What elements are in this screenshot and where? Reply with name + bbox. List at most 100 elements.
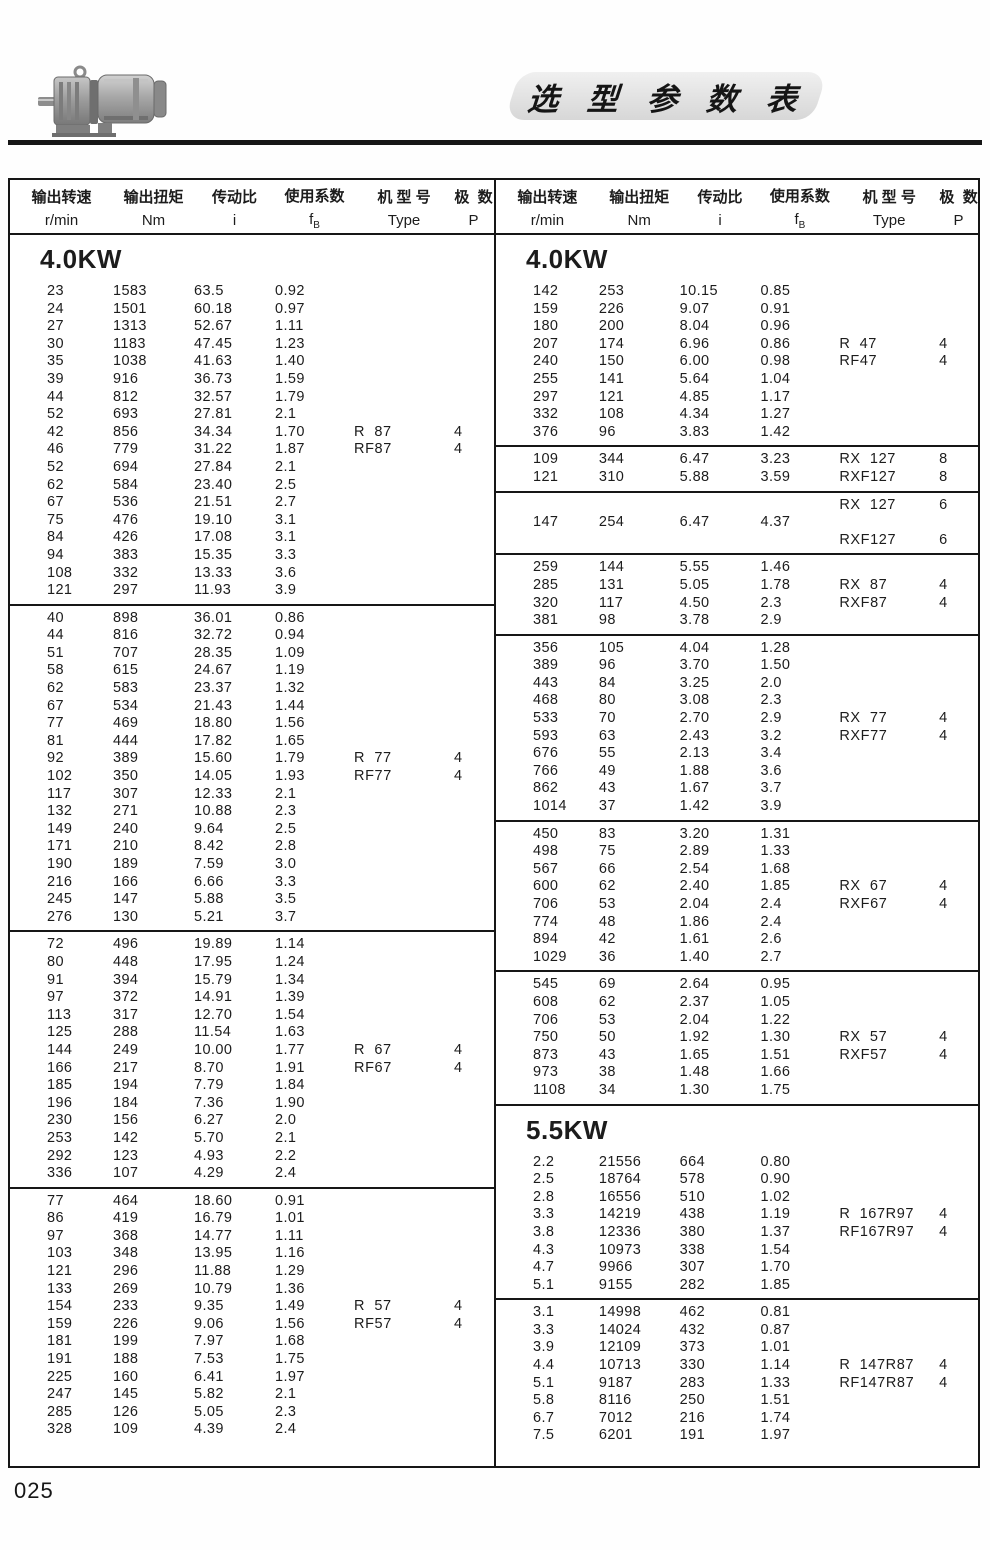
cell-torque: 584 bbox=[113, 476, 139, 493]
cell-service-factor: 1.27 bbox=[760, 406, 791, 423]
cell-ratio: 2.89 bbox=[679, 843, 710, 860]
cell-type bbox=[354, 1263, 454, 1281]
cell-type bbox=[354, 582, 454, 600]
cell-service-factor: 1.33 bbox=[760, 843, 791, 860]
cell-rpm: 77 bbox=[47, 1192, 64, 1209]
cell-torque: 444 bbox=[113, 732, 139, 749]
table-row: 92 389 15.60 1.79 R 77 4 bbox=[10, 750, 494, 768]
table-row: 72 496 19.89 1.14 bbox=[10, 936, 494, 954]
cell-type bbox=[354, 891, 454, 909]
cell-poles: 4 bbox=[939, 727, 948, 744]
cell-torque: 109 bbox=[113, 1421, 139, 1438]
cell-torque: 199 bbox=[113, 1333, 139, 1350]
cell-type bbox=[839, 1304, 939, 1322]
cell-poles: 4 bbox=[454, 1059, 463, 1076]
cell-poles bbox=[454, 698, 493, 716]
cell-ratio: 4.04 bbox=[679, 639, 710, 656]
cell-rpm bbox=[496, 532, 599, 550]
cell-type bbox=[354, 301, 454, 319]
table-block: 450 83 3.20 1.31 498 75 2.89 1.33 567 66 2.54 1.68 6… bbox=[496, 819, 978, 971]
cell-ratio: 283 bbox=[679, 1374, 706, 1391]
cell-poles bbox=[939, 1304, 978, 1322]
cell-rpm: 159 bbox=[533, 300, 559, 317]
cell-torque: 37 bbox=[598, 798, 616, 815]
cell-type bbox=[839, 1189, 939, 1207]
cell-poles bbox=[454, 715, 493, 733]
cell-poles bbox=[939, 514, 978, 532]
cell-type bbox=[354, 1024, 454, 1042]
cell-rpm: 216 bbox=[47, 873, 73, 890]
cell-torque: 226 bbox=[113, 1315, 139, 1332]
cell-rpm: 72 bbox=[47, 936, 64, 953]
cell-service-factor: 1.63 bbox=[275, 1024, 305, 1041]
cell-service-factor: 1.14 bbox=[760, 1357, 791, 1374]
cell-type bbox=[354, 1148, 454, 1166]
cell-torque: 166 bbox=[113, 873, 139, 890]
cell-type bbox=[839, 976, 939, 994]
cell-type: R 47 bbox=[839, 335, 877, 352]
cell-torque: 269 bbox=[113, 1280, 139, 1297]
selection-parameter-table: 输出转速 r/min 输出扭矩 Nm 传动比 i 使用系数 fB 机 型 号 Type 极 数 P 4.… bbox=[8, 178, 980, 1468]
cell-type bbox=[354, 1077, 454, 1095]
cell-torque: 496 bbox=[113, 936, 139, 953]
cell-type bbox=[354, 680, 454, 698]
cell-torque: 98 bbox=[598, 612, 616, 629]
cell-type: RX 87 bbox=[839, 576, 888, 593]
cell-ratio: 47.45 bbox=[194, 335, 233, 352]
cell-type bbox=[839, 780, 939, 798]
table-row: 5.1 9187 283 1.33 RF147R87 4 bbox=[496, 1375, 978, 1393]
table-row: 51 707 28.35 1.09 bbox=[10, 645, 494, 663]
cell-ratio: 15.60 bbox=[194, 750, 233, 767]
cell-ratio: 2.13 bbox=[679, 745, 710, 762]
cell-rpm: 75 bbox=[47, 511, 64, 528]
header-unit: P bbox=[468, 212, 479, 229]
cell-type: R 77 bbox=[354, 750, 392, 767]
cell-rpm: 80 bbox=[47, 953, 64, 970]
cell-ratio: 21.43 bbox=[194, 697, 233, 714]
cell-poles: 8 bbox=[939, 451, 948, 468]
cell-ratio: 13.33 bbox=[194, 564, 233, 581]
table-row: 44 812 32.57 1.79 bbox=[10, 389, 494, 407]
cell-ratio: 3.25 bbox=[679, 674, 710, 691]
cell-poles bbox=[454, 459, 493, 477]
cell-poles: 4 bbox=[939, 335, 948, 352]
cell-torque: 96 bbox=[598, 423, 616, 440]
cell-service-factor: 1.90 bbox=[275, 1094, 305, 1111]
cell-type bbox=[354, 786, 454, 804]
cell-poles bbox=[454, 1369, 493, 1387]
cell-rpm: 147 bbox=[533, 514, 559, 531]
cell-service-factor: 1.17 bbox=[760, 388, 791, 405]
cell-service-factor: 2.5 bbox=[275, 476, 297, 493]
cell-torque: 10713 bbox=[598, 1357, 642, 1374]
cell-torque: 344 bbox=[598, 451, 625, 468]
cell-poles bbox=[939, 640, 978, 658]
cell-type bbox=[354, 1404, 454, 1422]
cell-type: RXF57 bbox=[839, 1046, 888, 1063]
table-row: RX 127 6 bbox=[496, 497, 978, 515]
cell-torque: 271 bbox=[113, 803, 139, 820]
cell-torque: 123 bbox=[113, 1147, 139, 1164]
cell-ratio: 216 bbox=[679, 1409, 706, 1426]
table-row: 97 368 14.77 1.11 bbox=[10, 1228, 494, 1246]
table-row: 873 43 1.65 1.51 RXF57 4 bbox=[496, 1047, 978, 1065]
cell-service-factor: 1.75 bbox=[275, 1351, 305, 1368]
cell-service-factor: 3.5 bbox=[275, 891, 297, 908]
cell-poles bbox=[454, 786, 493, 804]
cell-type bbox=[354, 371, 454, 389]
table-row: 142 253 10.15 0.85 bbox=[496, 283, 978, 301]
cell-torque: 536 bbox=[113, 494, 139, 511]
cell-type bbox=[839, 514, 939, 532]
cell-ratio: 373 bbox=[679, 1339, 706, 1356]
cell-torque: 9966 bbox=[598, 1259, 633, 1276]
cell-rpm: 1029 bbox=[533, 948, 567, 965]
cell-torque: 174 bbox=[598, 335, 625, 352]
cell-rpm: 285 bbox=[47, 1403, 73, 1420]
cell-poles: 4 bbox=[939, 1223, 948, 1240]
header-col-torque: 输出扭矩 Nm bbox=[599, 180, 680, 233]
table-row: 62 583 23.37 1.32 bbox=[10, 680, 494, 698]
cell-rpm: 389 bbox=[533, 657, 559, 674]
cell-poles: 4 bbox=[939, 1046, 948, 1063]
cell-ratio: 5.55 bbox=[679, 559, 710, 576]
cell-torque: 694 bbox=[113, 458, 139, 475]
cell-torque: 1183 bbox=[113, 335, 146, 352]
